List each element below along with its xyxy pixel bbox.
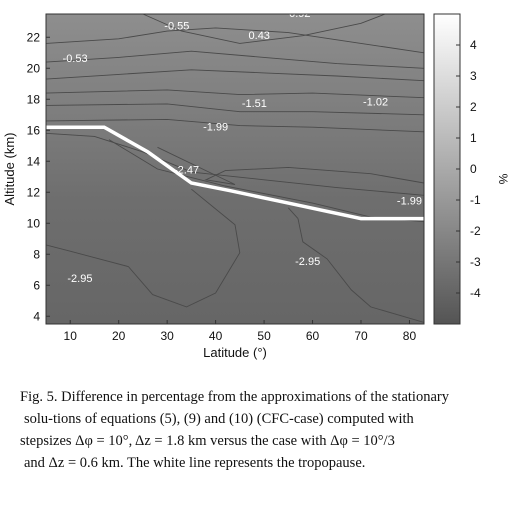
y-tick-label: 18 xyxy=(27,92,41,106)
contour-label-9: -2.95 xyxy=(295,256,320,268)
x-tick-label: 40 xyxy=(209,329,223,343)
y-tick-label: 12 xyxy=(27,185,41,199)
colorbar-tick-label: 3 xyxy=(470,69,477,83)
contour-line-7 xyxy=(45,132,425,196)
x-tick-label: 60 xyxy=(306,329,320,343)
contour-label-7: -2.47 xyxy=(174,165,199,177)
contour-label-5: -1.02 xyxy=(363,96,388,108)
contour-line-12 xyxy=(287,207,299,219)
x-tick-label: 10 xyxy=(64,329,78,343)
y-axis: 4 6 8 10 12 14 16 18 20 22 xyxy=(27,30,50,323)
x-axis: 10 20 30 40 50 60 70 80 xyxy=(64,320,417,343)
contour-line-3 xyxy=(45,50,425,69)
contour-line-2 xyxy=(45,69,425,82)
colorbar-tick-label: -1 xyxy=(470,193,481,207)
contour-label-4: -1.51 xyxy=(242,98,267,110)
contour-line-0 xyxy=(45,89,425,99)
contour-line-10 xyxy=(45,188,241,308)
contour-lines xyxy=(45,13,425,323)
tropopause-line xyxy=(46,125,424,221)
colorbar-label: % xyxy=(496,174,510,185)
colorbar-tick-label: -3 xyxy=(470,255,481,269)
x-tick-label: 50 xyxy=(257,329,271,343)
colorbar-tick-label: -4 xyxy=(470,286,481,300)
contour-label-0: -0.53 xyxy=(63,53,88,65)
contour-label-6: -1.99 xyxy=(203,121,228,133)
y-tick-label: 10 xyxy=(27,216,41,230)
y-tick-label: 22 xyxy=(27,30,41,44)
y-axis-title: Altitude (km) xyxy=(2,133,17,206)
plot-field xyxy=(46,14,424,324)
caption-line-2: solu-tions of equations (5), (9) and (10… xyxy=(24,411,414,427)
contour-labels: -0.53-0.550.43-0.92-1.51 -1.02-1.99-2.47-… xyxy=(63,8,422,285)
contour-label-2: 0.43 xyxy=(249,30,270,42)
contour-label-10: -2.95 xyxy=(67,273,92,285)
x-axis-title: Latitude (°) xyxy=(203,345,267,360)
colorbar-tick-label: 4 xyxy=(470,38,477,52)
plot-frame xyxy=(45,13,425,325)
contour-line-6 xyxy=(45,118,425,133)
contour-line-1 xyxy=(45,103,425,116)
y-tick-label: 8 xyxy=(33,247,40,261)
x-tick-label: 30 xyxy=(160,329,174,343)
y-tick-label: 14 xyxy=(27,154,41,168)
y-tick-label: 20 xyxy=(27,61,41,75)
contour-line-5 xyxy=(142,13,386,44)
colorbar-tick-label: 2 xyxy=(470,100,477,114)
x-tick-label: 20 xyxy=(112,329,126,343)
x-tick-label: 70 xyxy=(354,329,368,343)
colorbar-ticks: 4 3 2 1 0 -1 -2 -3 -4 xyxy=(456,38,481,300)
colorbar-tick-label: -2 xyxy=(470,224,481,238)
colorbar-tick-label: 0 xyxy=(470,162,477,176)
colorbar-tick-label: 1 xyxy=(470,131,477,145)
contour-line-11 xyxy=(297,218,425,323)
y-tick-label: 4 xyxy=(33,309,40,323)
y-tick-label: 6 xyxy=(33,278,40,292)
caption-line-3: stepsizes Δφ = 10°, Δz = 1.8 km versus t… xyxy=(20,433,395,449)
contour-line-4 xyxy=(45,27,425,54)
colorbar xyxy=(433,13,461,325)
x-tick-label: 80 xyxy=(403,329,417,343)
caption-line-1: Fig. 5. Difference in percentage from th… xyxy=(20,389,449,405)
contour-label-1: -0.55 xyxy=(164,21,189,33)
caption-line-4: and Δz = 0.6 km. The white line represen… xyxy=(24,455,366,471)
contour-chart: -0.53-0.550.43-0.92-1.51 -1.02-1.99-2.47-… xyxy=(2,8,510,360)
y-tick-label: 16 xyxy=(27,123,41,137)
figure-caption: Fig. 5. Difference in percentage from th… xyxy=(20,386,500,474)
contour-line-9 xyxy=(157,146,425,185)
contour-label-8: -1.99 xyxy=(397,196,422,208)
